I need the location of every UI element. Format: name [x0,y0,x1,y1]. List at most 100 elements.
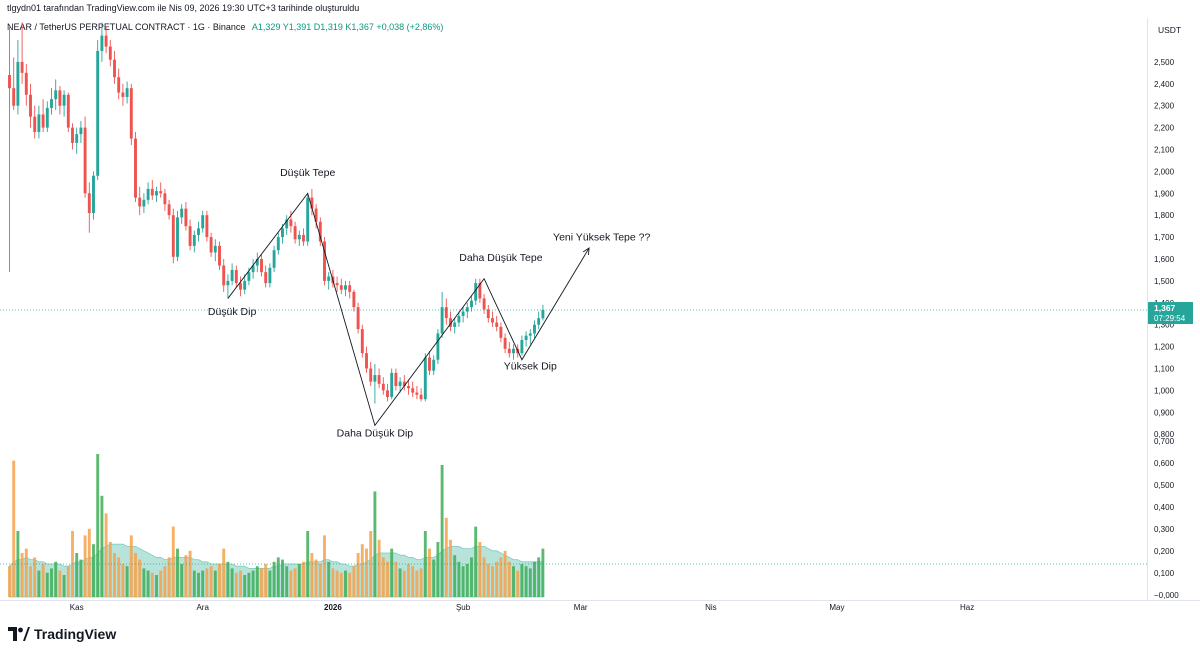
candle[interactable] [167,199,171,220]
candle[interactable] [159,182,163,198]
candle[interactable] [243,274,247,295]
candle[interactable] [188,219,192,251]
candle[interactable] [100,22,104,62]
candle[interactable] [260,254,263,277]
candle[interactable] [71,123,74,150]
candle[interactable] [205,210,209,242]
candle[interactable] [150,180,154,200]
candle[interactable] [108,40,112,67]
candle[interactable] [449,311,452,332]
candle[interactable] [419,388,423,402]
candle[interactable] [92,171,95,220]
candle[interactable] [184,202,188,231]
candle[interactable] [465,302,469,319]
candle[interactable] [486,304,490,323]
candle[interactable] [117,68,121,100]
candle[interactable] [482,294,486,314]
candle[interactable] [146,182,150,205]
candle[interactable] [113,50,116,84]
candle[interactable] [423,353,427,402]
candle[interactable] [213,239,217,262]
candle[interactable] [239,276,242,297]
zigzag-trend-line[interactable] [227,192,590,427]
candle[interactable] [125,81,129,104]
last-price-tag[interactable] [1148,302,1193,325]
candle[interactable] [201,210,205,233]
candle[interactable] [503,333,507,354]
candle[interactable] [507,342,511,358]
candle[interactable] [537,311,541,330]
candle[interactable] [121,83,125,106]
candle[interactable] [268,263,272,288]
candle[interactable] [230,263,234,286]
candle[interactable] [373,364,377,404]
candle[interactable] [192,230,196,253]
candle[interactable] [142,193,146,214]
candle[interactable] [436,329,440,365]
candle[interactable] [302,228,305,246]
candle[interactable] [234,265,238,288]
candle[interactable] [318,217,322,246]
candle[interactable] [348,280,352,299]
candle[interactable] [29,83,32,128]
candle[interactable] [512,344,515,360]
candle[interactable] [58,85,62,115]
candle[interactable] [457,311,461,327]
candle[interactable] [197,221,200,242]
candle[interactable] [356,302,360,334]
candle[interactable] [75,127,79,154]
candle[interactable] [16,40,20,115]
candle[interactable] [276,232,280,255]
candle[interactable] [255,252,259,273]
candle[interactable] [344,280,347,297]
candle[interactable] [83,116,87,198]
candle[interactable] [54,79,58,111]
candle[interactable] [495,315,499,332]
tradingview-logo[interactable]: TradingView [8,626,116,642]
candle[interactable] [251,259,255,279]
candle[interactable] [327,272,331,290]
candle[interactable] [411,381,415,397]
candle[interactable] [66,92,70,132]
candle[interactable] [226,274,230,299]
candle[interactable] [289,210,293,233]
candle[interactable] [360,324,364,358]
candle[interactable] [365,346,368,373]
candle[interactable] [440,291,444,338]
candle[interactable] [415,386,419,400]
candle[interactable] [87,182,91,233]
candle[interactable] [453,318,457,334]
candle[interactable] [37,105,41,139]
candlestick-chart[interactable]: USDT 2,500 2,400 2,300 2,200 2,100 2,000 1,900 1… [0,0,1200,620]
candle[interactable] [285,215,289,235]
candle[interactable] [528,329,532,345]
candle[interactable] [272,245,276,273]
candle[interactable] [155,186,158,203]
candle[interactable] [339,278,343,295]
candle[interactable] [138,186,142,216]
candle[interactable] [478,278,482,303]
candle[interactable] [45,101,49,132]
candle[interactable] [470,296,473,312]
candle[interactable] [432,355,436,376]
candle[interactable] [398,377,402,393]
candle[interactable] [323,237,326,286]
candle[interactable] [41,99,45,132]
candle[interactable] [297,230,301,246]
candle[interactable] [407,379,410,395]
candle[interactable] [134,131,137,203]
candle[interactable] [163,188,167,211]
candle[interactable] [24,64,28,106]
candle[interactable] [541,304,545,321]
candle[interactable] [264,265,268,288]
candle[interactable] [20,22,24,84]
candle[interactable] [428,350,431,376]
candle[interactable] [369,361,373,387]
candle[interactable] [281,223,284,244]
candle[interactable] [314,204,318,229]
candle[interactable] [180,204,184,224]
candle[interactable] [96,40,100,181]
candle[interactable] [12,57,16,111]
candle[interactable] [533,320,536,338]
candle[interactable] [306,193,310,246]
